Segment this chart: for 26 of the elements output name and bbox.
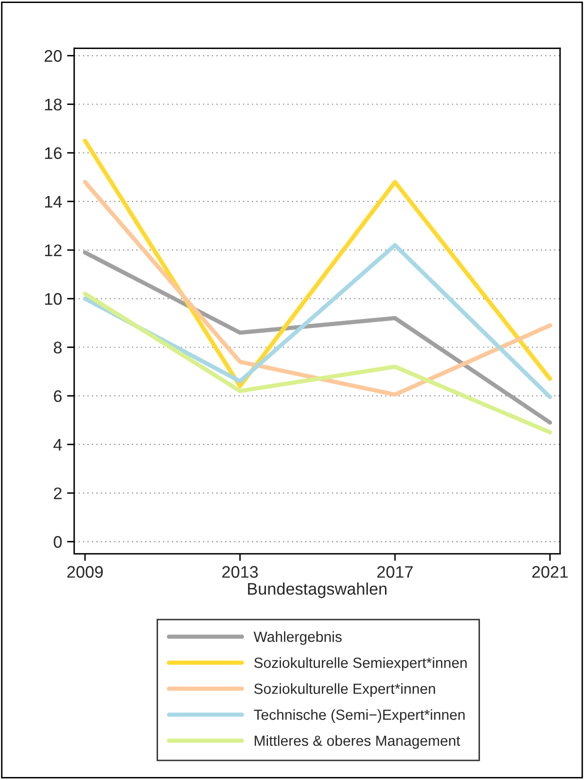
y-tick-label: 16 bbox=[45, 147, 62, 160]
legend-label: Soziokulturelle Expert*innen bbox=[254, 683, 436, 697]
line-series bbox=[82, 243, 552, 400]
legend-label: Wahlergebnis bbox=[254, 631, 342, 645]
y-tick-label: 4 bbox=[53, 439, 62, 450]
x-tick-label: 2021 bbox=[532, 566, 568, 578]
x-tick-label: 2013 bbox=[222, 566, 258, 578]
y-tick-label: 18 bbox=[45, 98, 62, 110]
y-tick-label: 20 bbox=[44, 50, 62, 62]
legend-label: Mittleres & oberes Management bbox=[254, 735, 460, 749]
y-tick-label: 2 bbox=[54, 487, 62, 500]
legend-label: Technische (Semi−)Expert*innen bbox=[254, 709, 465, 723]
y-tick-label: 14 bbox=[45, 196, 62, 208]
line-series bbox=[82, 292, 552, 434]
line-series bbox=[82, 250, 552, 425]
y-tick-label: 0 bbox=[54, 536, 62, 548]
x-axis-title: Bundestagswahlen bbox=[248, 582, 386, 598]
y-tick-label: 8 bbox=[54, 342, 62, 354]
y-tick-label: 10 bbox=[45, 293, 62, 305]
x-tick-label: 2017 bbox=[377, 566, 413, 578]
line-series bbox=[82, 180, 552, 397]
y-tick-label: 12 bbox=[45, 244, 62, 256]
y-tick-label: 6 bbox=[54, 390, 62, 402]
x-tick-label: 2009 bbox=[67, 566, 103, 578]
line-series bbox=[82, 138, 552, 388]
legend-label: Soziokulturelle Semiexpert*innen bbox=[254, 657, 467, 671]
